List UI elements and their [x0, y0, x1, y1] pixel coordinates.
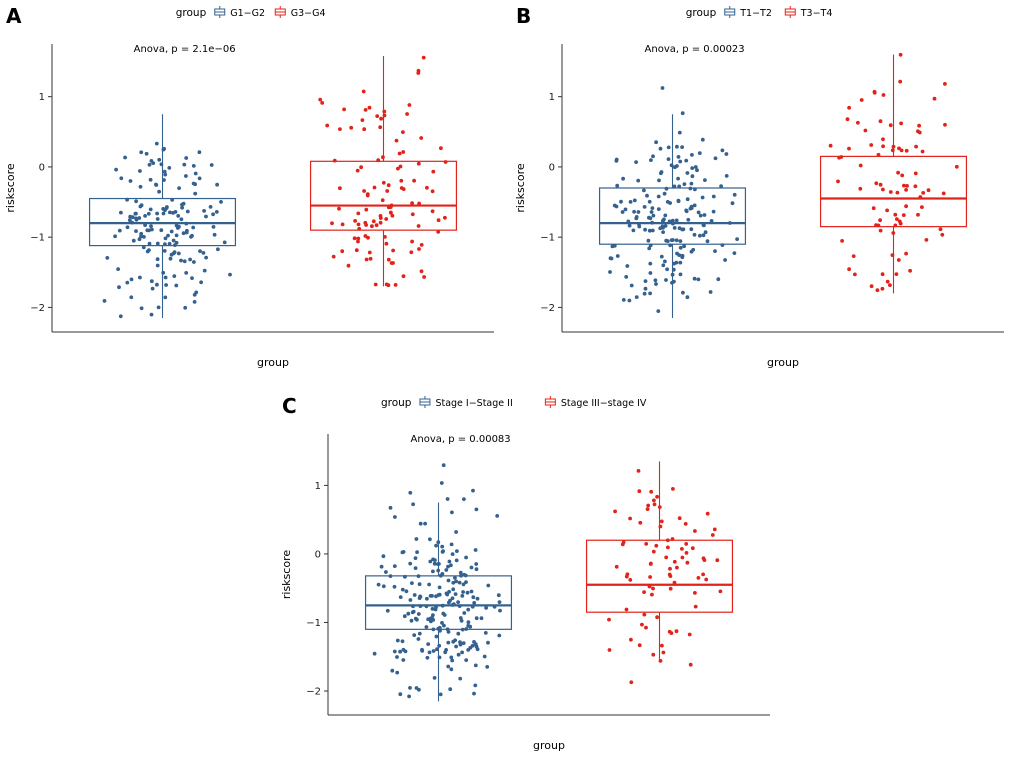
y-tick-label: 1 [315, 481, 321, 492]
y-tick-label: 0 [39, 162, 45, 173]
svg-text:group: group [381, 397, 412, 409]
boxplot-chart-C: group Stage I−Stage II Stage III−stage IV A… [280, 396, 770, 752]
legend: group G1−G2 G3−G4 [176, 6, 326, 19]
y-tick-label: −2 [306, 687, 321, 698]
box-group [309, 55, 458, 287]
legend-label: G3−G4 [291, 8, 326, 19]
box-group [819, 54, 968, 294]
jitter-points [608, 86, 739, 313]
y-tick-label: −2 [540, 303, 555, 314]
panel-B: B group T1−T2 T3−T4 Anova, p = 0.00023 −2 −1 0… [510, 0, 1020, 378]
jitter-points [318, 55, 448, 288]
y-tick-label: 1 [549, 92, 555, 103]
anova-pvalue: Anova, p = 0.00023 [645, 44, 745, 55]
jitter-points [372, 463, 502, 699]
box-group [598, 114, 747, 318]
panel-label-B: B [516, 4, 532, 28]
y-tick-label: 1 [39, 92, 45, 103]
box-group [364, 502, 513, 702]
legend-label: T1−T2 [739, 8, 772, 19]
x-axis-title: group [767, 356, 799, 369]
legend-label: T3−T4 [800, 8, 833, 19]
boxplot-chart-B: group T1−T2 T3−T4 Anova, p = 0.00023 −2 −1 0 1 g… [514, 6, 1004, 369]
x-axis-title: group [533, 739, 565, 752]
x-axis-title: group [257, 356, 289, 369]
legend-label: Stage I−Stage II [435, 398, 512, 409]
anova-pvalue: Anova, p = 0.00083 [411, 434, 511, 445]
panel-label-C: C [282, 394, 297, 418]
legend: group Stage I−Stage II Stage III−stage IV [381, 396, 647, 409]
jitter-points [607, 469, 723, 685]
y-tick-label: −1 [30, 233, 45, 244]
panel-A: A group G1−G2 G3−G4 Anova, p = 2.1e−06 −2 −1 0… [0, 0, 510, 378]
y-tick-label: −2 [30, 303, 45, 314]
boxplot-chart-A: group G1−G2 G3−G4 Anova, p = 2.1e−06 −2 −1 0 1 g… [4, 6, 494, 369]
legend-label: G1−G2 [230, 8, 265, 19]
y-tick-label: 0 [315, 549, 321, 560]
y-tick-label: −1 [540, 233, 555, 244]
box-group [88, 114, 237, 318]
jitter-points [828, 52, 959, 293]
y-axis-title: riskscore [280, 550, 293, 599]
jitter-points [102, 141, 232, 319]
legend-label: Stage III−stage IV [561, 398, 647, 409]
y-axis-title: riskscore [514, 163, 527, 212]
svg-text:group: group [176, 7, 207, 19]
anova-pvalue: Anova, p = 2.1e−06 [134, 44, 236, 55]
y-tick-label: −1 [306, 618, 321, 629]
legend: group T1−T2 T3−T4 [686, 6, 833, 19]
svg-text:group: group [686, 7, 717, 19]
y-tick-label: 0 [549, 162, 555, 173]
panel-C: C group Stage I−Stage II Stage III−stage I… [276, 390, 786, 761]
y-axis-title: riskscore [4, 163, 17, 212]
panel-label-A: A [6, 4, 22, 28]
box-group [585, 461, 734, 661]
